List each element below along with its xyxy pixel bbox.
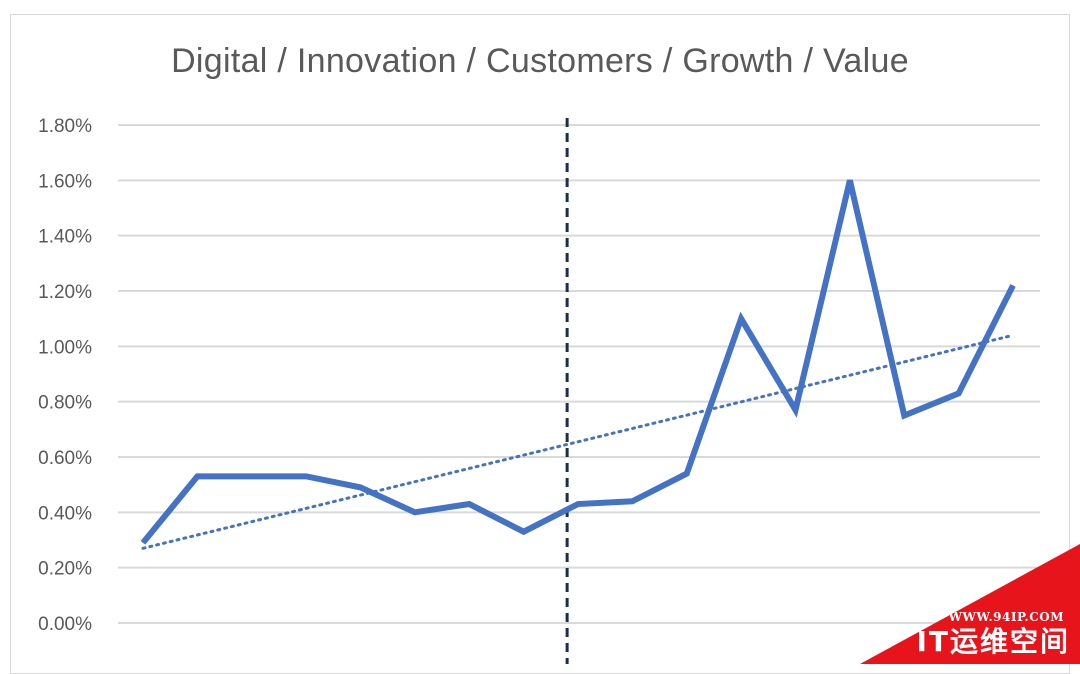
data-point <box>958 392 960 394</box>
y-tick-label: 1.20% <box>38 282 92 303</box>
y-tick-label: 1.60% <box>38 171 92 192</box>
y-tick-label: 0.00% <box>38 614 92 635</box>
data-point <box>360 486 361 488</box>
data-point <box>142 542 144 544</box>
data-point <box>849 179 851 181</box>
data-point <box>414 511 416 513</box>
y-tick-label: 1.40% <box>38 227 92 248</box>
y-tick-label: 0.40% <box>38 503 92 524</box>
y-tick-label: 0.60% <box>38 448 92 469</box>
data-point <box>523 531 525 533</box>
data-point <box>577 503 579 505</box>
data-point <box>740 318 742 320</box>
data-point <box>631 500 633 502</box>
data-point <box>196 475 198 477</box>
y-tick-label: 0.80% <box>38 393 92 414</box>
data-point <box>251 475 253 477</box>
gridlines <box>118 124 1040 624</box>
data-point <box>686 473 688 475</box>
y-axis-tick-labels: 0.00% 0.20% 0.40% 0.60% 0.80% 1.00% 1.20% 1.40%… <box>38 116 92 635</box>
y-tick-label: 1.80% <box>38 116 92 137</box>
trendline <box>141 333 1015 550</box>
data-points <box>142 179 1014 544</box>
data-point <box>795 409 796 411</box>
data-point <box>903 415 905 416</box>
data-point <box>468 503 470 505</box>
chart-title: Digital / Innovation / Customers / Growt… <box>171 42 909 80</box>
y-tick-label: 1.00% <box>38 337 92 358</box>
data-point <box>305 475 307 477</box>
y-tick-label: 0.20% <box>38 559 92 580</box>
data-point <box>1012 284 1014 286</box>
